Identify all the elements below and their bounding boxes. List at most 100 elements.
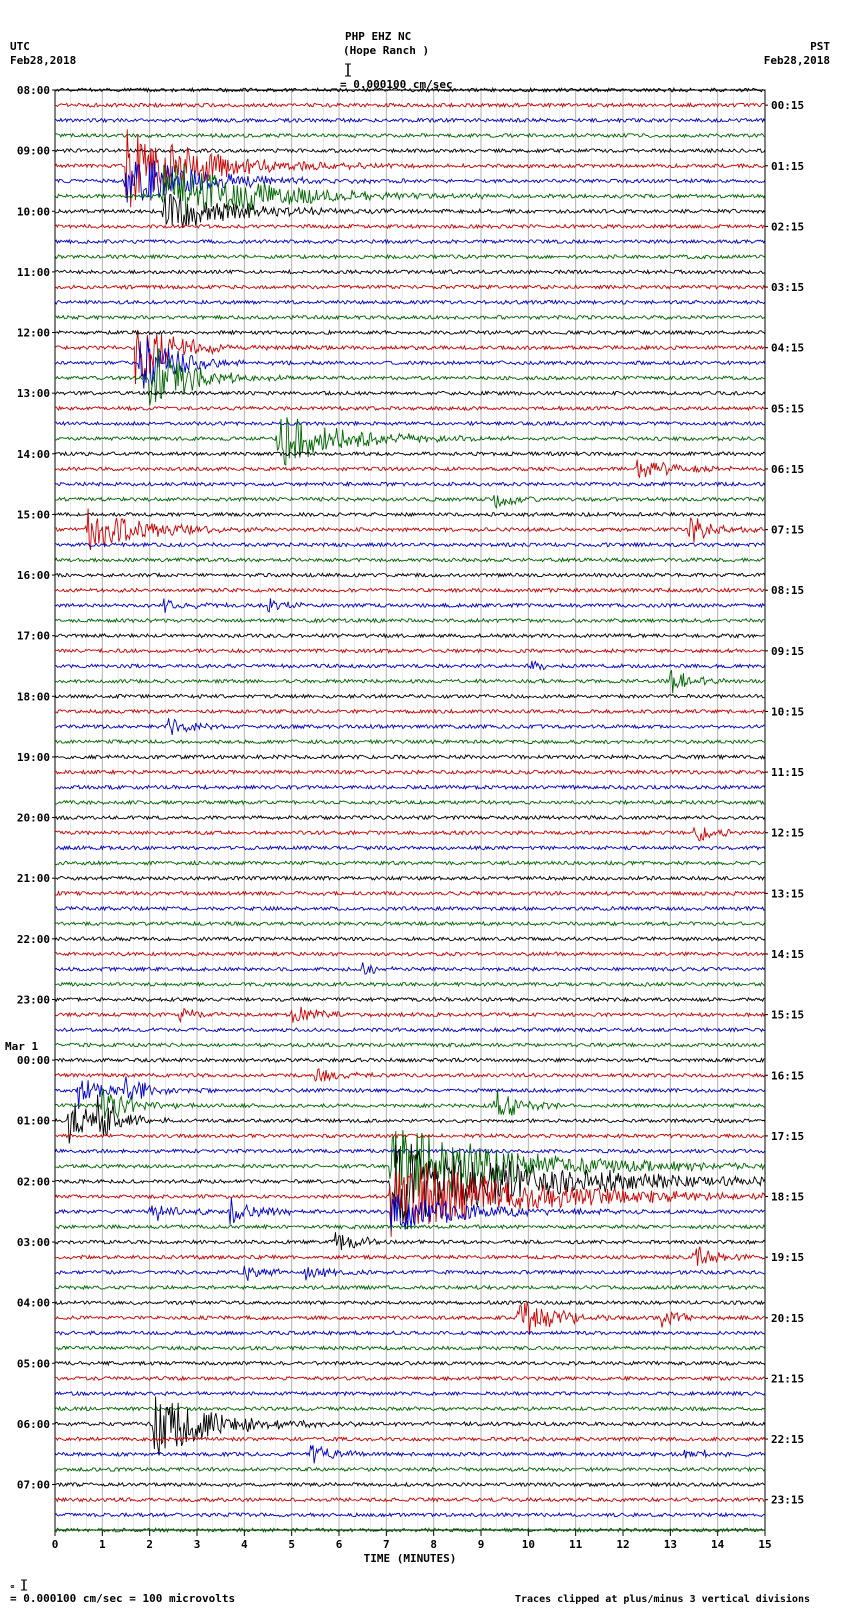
trace-row [55, 573, 765, 577]
trace-row [55, 240, 765, 244]
trace-row [55, 460, 765, 478]
right-time-label: 09:15 [771, 645, 804, 658]
right-time-label: 22:15 [771, 1433, 804, 1446]
trace-row [55, 998, 765, 1002]
trace-row [55, 1483, 765, 1487]
left-time-label: 13:00 [17, 387, 50, 400]
trace-row [55, 1225, 765, 1229]
trace-row [55, 1232, 765, 1250]
trace-row [55, 134, 765, 138]
right-time-label: 00:15 [771, 99, 804, 112]
trace-row [55, 1361, 765, 1365]
trace-row [55, 1286, 765, 1290]
svg-text:9: 9 [478, 1538, 485, 1551]
svg-text:5: 5 [288, 1538, 295, 1551]
trace-row [55, 710, 765, 714]
svg-text:13: 13 [664, 1538, 677, 1551]
trace-row [55, 661, 765, 670]
trace-row [55, 1058, 765, 1062]
right-time-label: 19:15 [771, 1251, 804, 1264]
trace-row [55, 1266, 765, 1281]
right-time-label: 21:15 [771, 1372, 804, 1385]
left-time-label: 05:00 [17, 1357, 50, 1370]
trace-row [55, 1301, 765, 1305]
right-time-label: 01:15 [771, 160, 804, 173]
trace-row [55, 801, 765, 805]
svg-text:12: 12 [616, 1538, 629, 1551]
trace-row [55, 119, 765, 123]
trace-row [55, 1377, 765, 1381]
trace-row [55, 1028, 765, 1032]
trace-row [55, 482, 765, 486]
right-time-label: 18:15 [771, 1191, 804, 1204]
trace-row [55, 1134, 765, 1138]
right-time-label: 23:15 [771, 1494, 804, 1507]
trace-row [55, 103, 765, 107]
trace-row [55, 1468, 765, 1472]
right-time-label: 13:15 [771, 887, 804, 900]
trace-row [55, 983, 765, 987]
left-time-label: 04:00 [17, 1297, 50, 1310]
trace-row [55, 770, 765, 774]
svg-text:8: 8 [430, 1538, 437, 1551]
right-time-label: 16:15 [771, 1069, 804, 1082]
left-time-label: 00:00 [17, 1054, 50, 1067]
left-time-label: 21:00 [17, 872, 50, 885]
trace-row [55, 1445, 765, 1463]
left-time-label: 19:00 [17, 751, 50, 764]
svg-text:15: 15 [758, 1538, 771, 1551]
right-time-label: 12:15 [771, 827, 804, 840]
trace-row [55, 452, 765, 456]
trace-row [55, 1007, 765, 1023]
svg-text:11: 11 [569, 1538, 583, 1551]
trace-row [55, 558, 765, 562]
left-time-label: 15:00 [17, 508, 50, 521]
svg-text:1: 1 [99, 1538, 106, 1551]
trace-row [55, 588, 765, 592]
left-time-label: 03:00 [17, 1236, 50, 1249]
svg-text:3: 3 [194, 1538, 201, 1551]
svg-text:0: 0 [52, 1538, 59, 1551]
trace-row [55, 1346, 765, 1350]
svg-text:∝: ∝ [10, 1582, 15, 1591]
svg-text:7: 7 [383, 1538, 390, 1551]
trace-row [55, 149, 765, 153]
trace-row [55, 907, 765, 911]
trace-row [55, 407, 765, 411]
trace-row [55, 634, 765, 638]
left-time-label: 23:00 [17, 993, 50, 1006]
footer-right: Traces clipped at plus/minus 3 vertical … [515, 1594, 810, 1605]
svg-text:10: 10 [522, 1538, 535, 1551]
trace-row [55, 255, 765, 259]
svg-text:14: 14 [711, 1538, 725, 1551]
trace-row [55, 1089, 765, 1119]
left-time-label: 02:00 [17, 1175, 50, 1188]
right-time-label: 06:15 [771, 463, 804, 476]
trace-row [55, 1513, 765, 1517]
trace-row [55, 1331, 765, 1335]
trace-row [55, 349, 765, 406]
left-time-label: 01:00 [17, 1115, 50, 1128]
trace-row [55, 892, 765, 896]
trace-row [55, 285, 765, 289]
right-time-label: 03:15 [771, 281, 804, 294]
trace-row [55, 619, 765, 623]
trace-row [55, 670, 765, 693]
footer-left: ∝ = 0.000100 cm/sec = 100 microvolts [10, 1578, 235, 1605]
left-time-label: 10:00 [17, 205, 50, 218]
trace-row [55, 1392, 765, 1396]
trace-row [55, 937, 765, 941]
seismogram-container: PHP EHZ NC (Hope Ranch ) = 0.000100 cm/s… [0, 0, 850, 1613]
left-time-label: 07:00 [17, 1479, 50, 1492]
svg-text:4: 4 [241, 1538, 248, 1551]
left-date-marker: Mar 1 [5, 1040, 38, 1053]
right-time-label: 05:15 [771, 402, 804, 415]
trace-row [55, 1095, 765, 1144]
trace-row [55, 846, 765, 850]
left-time-label: 08:00 [17, 84, 50, 97]
trace-row [55, 513, 765, 517]
trace-row [55, 718, 765, 735]
right-time-label: 08:15 [771, 584, 804, 597]
trace-row [55, 1407, 765, 1411]
trace-row [55, 1247, 765, 1266]
